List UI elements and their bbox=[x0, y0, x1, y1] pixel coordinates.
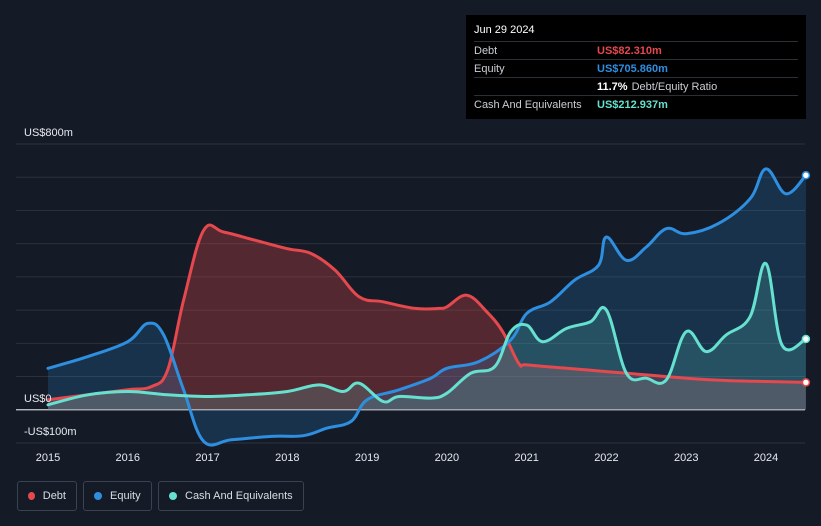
tooltip-equity-value: US$705.860m bbox=[597, 62, 668, 75]
equity-dot-icon bbox=[94, 492, 102, 500]
x-tick-label: 2024 bbox=[754, 452, 778, 464]
tooltip: Jun 29 2024 Debt US$82.310m Equity US$70… bbox=[466, 15, 806, 119]
x-axis: 2015 2016 2017 2018 2019 2020 2021 2022 2023 2024 bbox=[36, 452, 778, 464]
tooltip-label: Debt bbox=[474, 44, 498, 57]
grid bbox=[16, 143, 805, 444]
tooltip-row-ratio: 11.7% Debt/Equity Ratio bbox=[474, 77, 798, 95]
x-tick-label: 2021 bbox=[514, 452, 538, 464]
tooltip-ratio-label: Debt/Equity Ratio bbox=[631, 80, 718, 93]
x-tick-label: 2022 bbox=[594, 452, 618, 464]
tooltip-label: Equity bbox=[474, 62, 505, 75]
cash-dot-icon bbox=[169, 492, 177, 500]
x-tick-label: 2023 bbox=[674, 452, 698, 464]
x-tick-label: 2020 bbox=[435, 452, 459, 464]
legend-cash[interactable]: Cash And Equivalents bbox=[158, 481, 304, 511]
x-tick-label: 2015 bbox=[36, 452, 60, 464]
tooltip-row-cash: Cash And Equivalents US$212.937m bbox=[474, 95, 798, 113]
tooltip-row-debt: Debt US$82.310m bbox=[474, 41, 798, 59]
tooltip-date: Jun 29 2024 bbox=[474, 24, 535, 36]
y-tick-label: US$0 bbox=[24, 393, 52, 405]
y-tick-label: -US$100m bbox=[24, 426, 77, 438]
cash-line bbox=[46, 262, 808, 407]
equity-area bbox=[48, 168, 806, 446]
debt-line bbox=[46, 223, 808, 402]
legend-label: Debt bbox=[42, 490, 66, 502]
tooltip-cash-value: US$212.937m bbox=[597, 98, 668, 111]
y-axis: US$800m US$0 -US$100m bbox=[24, 127, 77, 438]
debt-end-marker bbox=[801, 378, 811, 387]
legend-debt[interactable]: Debt bbox=[17, 481, 77, 511]
tooltip-row-equity: Equity US$705.860m bbox=[474, 59, 798, 77]
tooltip-ratio-value: 11.7% bbox=[597, 80, 628, 93]
x-tick-label: 2017 bbox=[195, 452, 219, 464]
legend-label: Equity bbox=[110, 490, 141, 502]
x-tick-label: 2019 bbox=[355, 452, 379, 464]
x-tick-label: 2018 bbox=[275, 452, 299, 464]
debt-area bbox=[48, 224, 806, 410]
x-tick-label: 2016 bbox=[116, 452, 140, 464]
legend-label: Cash And Equivalents bbox=[185, 490, 293, 502]
debt-dot-icon bbox=[28, 492, 35, 500]
equity-end-marker bbox=[801, 171, 811, 180]
tooltip-debt-value: US$82.310m bbox=[597, 44, 662, 57]
series-lines bbox=[46, 167, 808, 447]
tooltip-label: Cash And Equivalents bbox=[474, 98, 582, 111]
legend-equity[interactable]: Equity bbox=[83, 481, 152, 511]
cash-end-marker bbox=[801, 334, 811, 344]
end-markers bbox=[801, 171, 811, 387]
y-tick-label: US$800m bbox=[24, 127, 73, 139]
